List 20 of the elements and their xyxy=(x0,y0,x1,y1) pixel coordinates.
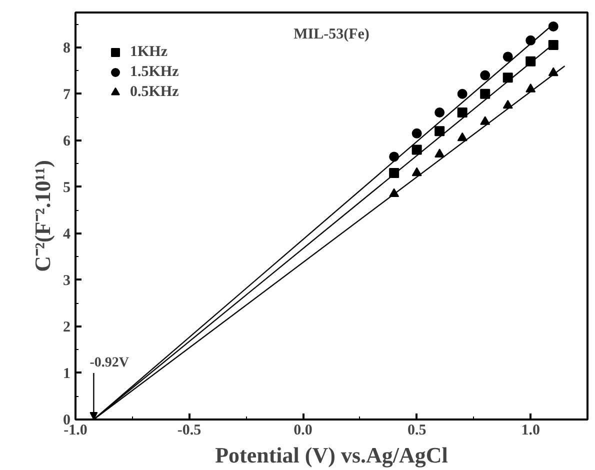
y-tick-label: 8 xyxy=(63,40,70,56)
legend-label: 0.5KHz xyxy=(130,84,179,100)
y-tick-label: 5 xyxy=(63,180,70,196)
legend-label: 1.5KHz xyxy=(130,64,179,80)
legend-label: 1KHz xyxy=(130,44,168,60)
x-axis-title: Potential (V) vs.Ag/AgCl xyxy=(215,442,448,468)
annotation: -0.92V xyxy=(90,356,129,371)
x-tick-label: 0.0 xyxy=(294,422,312,438)
y-tick-label: 0 xyxy=(63,412,70,428)
y-tick-label: 1 xyxy=(63,366,70,382)
y-tick-label: 4 xyxy=(63,226,71,242)
x-tick-label: -0.5 xyxy=(177,422,202,438)
y-tick-label: 3 xyxy=(63,272,70,289)
x-tick-label: 1.0 xyxy=(521,422,540,438)
y-tick-label: 2 xyxy=(63,319,70,336)
x-tick-label: 0.5 xyxy=(407,422,426,438)
y-tick-label: 7 xyxy=(63,86,71,103)
text: MIL-53(Fe) xyxy=(294,26,370,42)
y-tick-label: 6 xyxy=(63,133,71,150)
y-axis-title: C⁻²(F⁻².10¹¹) xyxy=(30,160,55,272)
